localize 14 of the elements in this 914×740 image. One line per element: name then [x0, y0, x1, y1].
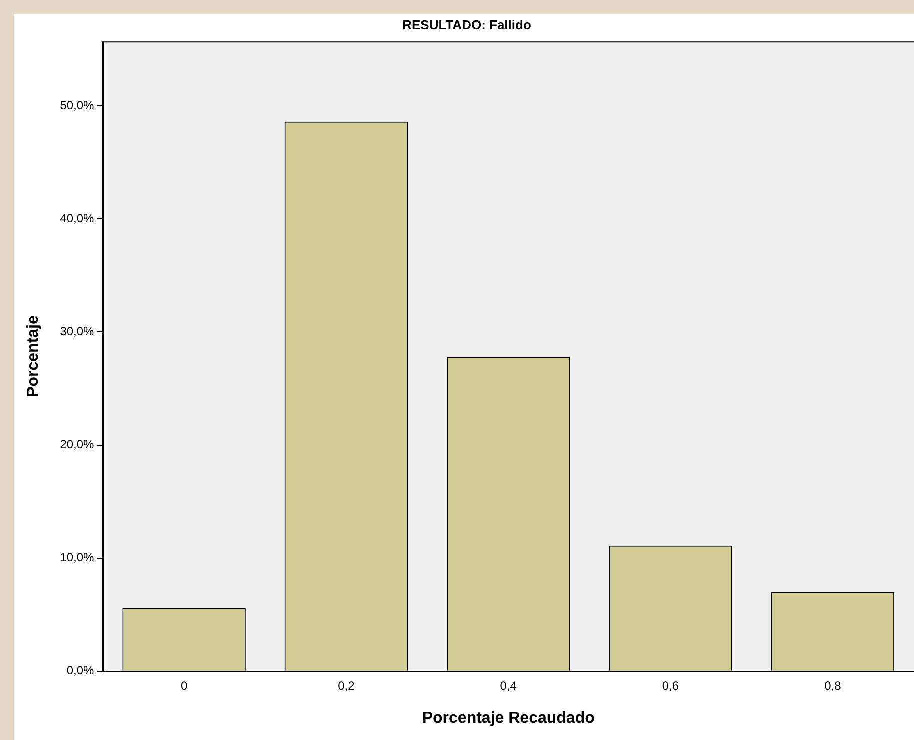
y-tick-label: 0,0% — [66, 664, 95, 678]
x-tick-label: 0,2 — [338, 678, 356, 693]
y-tick-label: 50,0% — [60, 98, 95, 112]
x-axis-title: Porcentaje Recaudado — [422, 710, 596, 727]
y-tick-label: 30,0% — [60, 324, 95, 338]
x-tick-label: 0,4 — [500, 678, 518, 693]
chart-title: RESULTADO: Fallido — [402, 17, 532, 32]
y-tick-label: 20,0% — [60, 438, 95, 452]
y-tick-label: 40,0% — [60, 211, 95, 226]
x-tick-label: 0,6 — [662, 678, 680, 693]
y-axis-title: Porcentaje — [25, 315, 42, 398]
y-tick-label: 10,0% — [60, 550, 95, 565]
x-tick-label: 0,8 — [824, 678, 842, 693]
x-tick-label: 0 — [180, 678, 188, 693]
